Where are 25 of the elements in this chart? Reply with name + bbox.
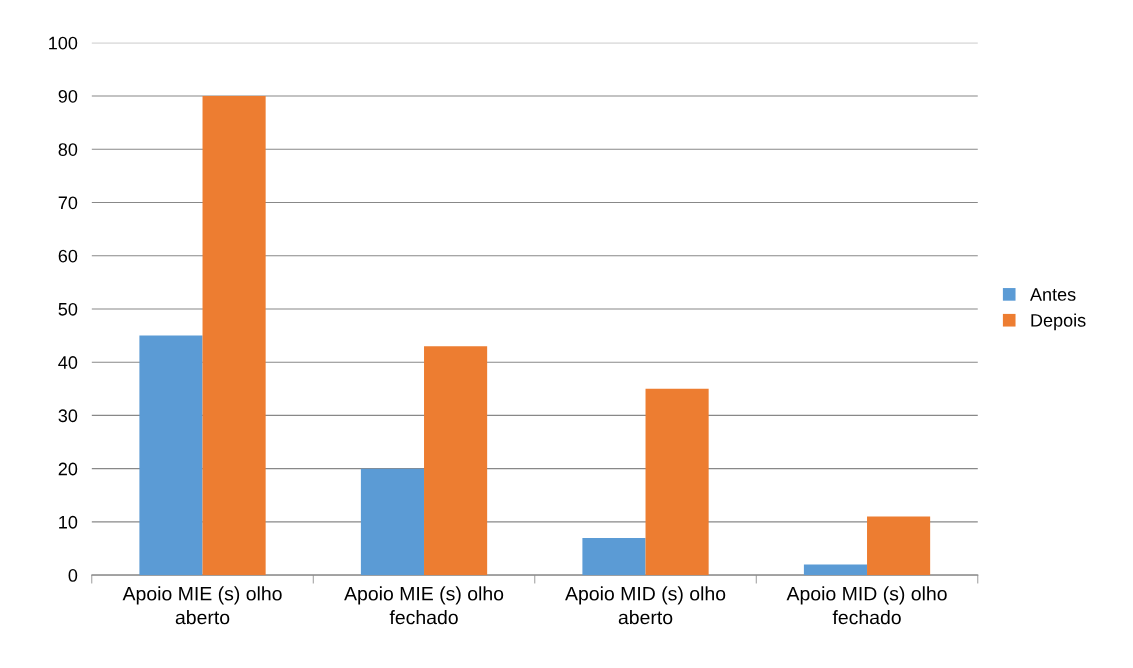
bar [424, 346, 488, 576]
y-tick-label: 100 [49, 36, 78, 50]
bar [139, 335, 203, 576]
y-tick-label: 60 [58, 249, 78, 263]
y-tick-label: 10 [59, 515, 78, 529]
x-tick-label: Apoio MID (s) olho aberto [565, 586, 726, 625]
y-tick-label: 0 [68, 569, 78, 582]
bar [867, 516, 931, 576]
y-tick-label: 50 [58, 302, 78, 316]
bar [202, 95, 266, 576]
x-tick-label: Apoio MID (s) olho fechado [786, 586, 947, 625]
bar [645, 388, 709, 576]
y-tick-label: 40 [58, 356, 78, 369]
x-tick-label: Apoio MIE (s) olho fechado [344, 586, 504, 625]
x-tick-label: Apoio MIE (s) olho aberto [122, 586, 282, 625]
legend-label: Antes [1030, 288, 1076, 301]
y-tick-label: 90 [58, 89, 78, 103]
bar [360, 468, 425, 576]
y-tick-label: 30 [58, 409, 78, 423]
bar [803, 564, 868, 576]
y-tick-label: 80 [58, 143, 78, 156]
y-tick-label: 70 [58, 196, 78, 210]
bar [582, 537, 646, 576]
y-tick-label: 20 [58, 462, 78, 476]
legend-label: Depois [1031, 313, 1086, 331]
